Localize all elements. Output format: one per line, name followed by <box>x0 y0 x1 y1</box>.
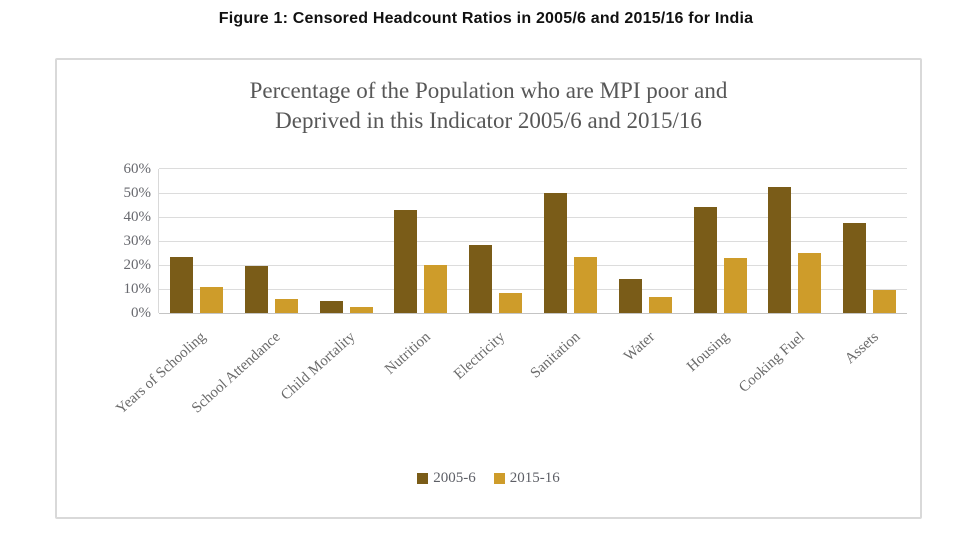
gridline-50 <box>159 193 907 194</box>
plot-area: Years of Schooling School Attendance Child… <box>113 168 907 417</box>
gridline-10 <box>159 289 907 290</box>
y-tick-label-40: 40% <box>123 209 152 225</box>
gridline-20 <box>159 265 907 266</box>
bar-2005-6-housing <box>694 207 717 313</box>
y-tick-label-20: 20% <box>123 257 152 273</box>
chart-title-line-1: Percentage of the Population who are MPI… <box>249 78 728 103</box>
gridline-60 <box>159 168 907 169</box>
bar-2005-6-cooking-fuel <box>768 187 791 313</box>
y-tick-label-60: 60% <box>123 161 152 177</box>
legend: 2005-6 2015-16 <box>57 470 920 487</box>
legend-swatch-2015-16 <box>493 473 505 484</box>
x-axis-label-cooking-fuel: Cooking Fuel <box>735 329 808 396</box>
bar-2015-16-assets <box>873 290 896 313</box>
bar-2005-6-years-of-schooling <box>170 257 193 313</box>
bar-2015-16-cooking-fuel <box>798 253 821 313</box>
chart-title-line-2: Deprived in this Indicator 2005/6 and 20… <box>275 108 702 133</box>
x-axis-label-water: Water <box>620 329 658 365</box>
legend-item-2015-16: 2015-16 <box>493 470 560 487</box>
x-axis-label-electricity: Electricity <box>451 329 509 383</box>
bar-2005-6-school-attendance <box>245 266 268 313</box>
x-axis-label-child-mortality: Child Mortality <box>278 329 359 404</box>
gridline-30 <box>159 241 907 242</box>
bar-2015-16-electricity <box>499 293 522 313</box>
chart-frame: Percentage of the Population who are MPI… <box>55 58 922 519</box>
chart-title: Percentage of the Population who are MPI… <box>57 76 920 136</box>
bar-2015-16-housing <box>724 258 747 313</box>
bar-2015-16-sanitation <box>574 257 597 313</box>
bar-2015-16-water <box>649 297 672 313</box>
legend-swatch-2005-6 <box>417 473 429 484</box>
x-axis-label-assets: Assets <box>842 329 883 368</box>
legend-label-2005-6: 2005-6 <box>433 470 476 486</box>
y-tick-label-30: 30% <box>123 233 152 249</box>
x-axis-label-sanitation: Sanitation <box>527 329 584 382</box>
x-axis-label-nutrition: Nutrition <box>381 329 434 378</box>
y-tick-label-50: 50% <box>123 185 152 201</box>
legend-label-2015-16: 2015-16 <box>509 470 560 486</box>
bar-2005-6-assets <box>843 223 866 313</box>
bar-2015-16-child-mortality <box>350 307 373 313</box>
figure-caption: Figure 1: Censored Headcount Ratios in 2… <box>218 10 754 27</box>
bar-2015-16-nutrition <box>424 265 447 313</box>
legend-item-2005-6: 2005-6 <box>417 470 476 487</box>
bar-2005-6-water <box>619 279 642 313</box>
bar-2005-6-nutrition <box>394 210 417 313</box>
y-tick-label-10: 10% <box>123 281 152 297</box>
y-axis-labels: 0% 10% 20% 30% 40% 50% 60% <box>57 161 152 321</box>
gridline-40 <box>159 217 907 218</box>
bar-2015-16-years-of-schooling <box>200 287 223 313</box>
x-axis-line <box>159 313 907 314</box>
x-axis-label-housing: Housing <box>684 329 733 375</box>
bar-2005-6-child-mortality <box>320 301 343 313</box>
bar-2005-6-electricity <box>469 245 492 313</box>
bar-2005-6-sanitation <box>544 193 567 313</box>
y-tick-label-0: 0% <box>131 305 151 321</box>
y-axis-line <box>158 169 159 313</box>
bar-2015-16-school-attendance <box>275 299 298 313</box>
